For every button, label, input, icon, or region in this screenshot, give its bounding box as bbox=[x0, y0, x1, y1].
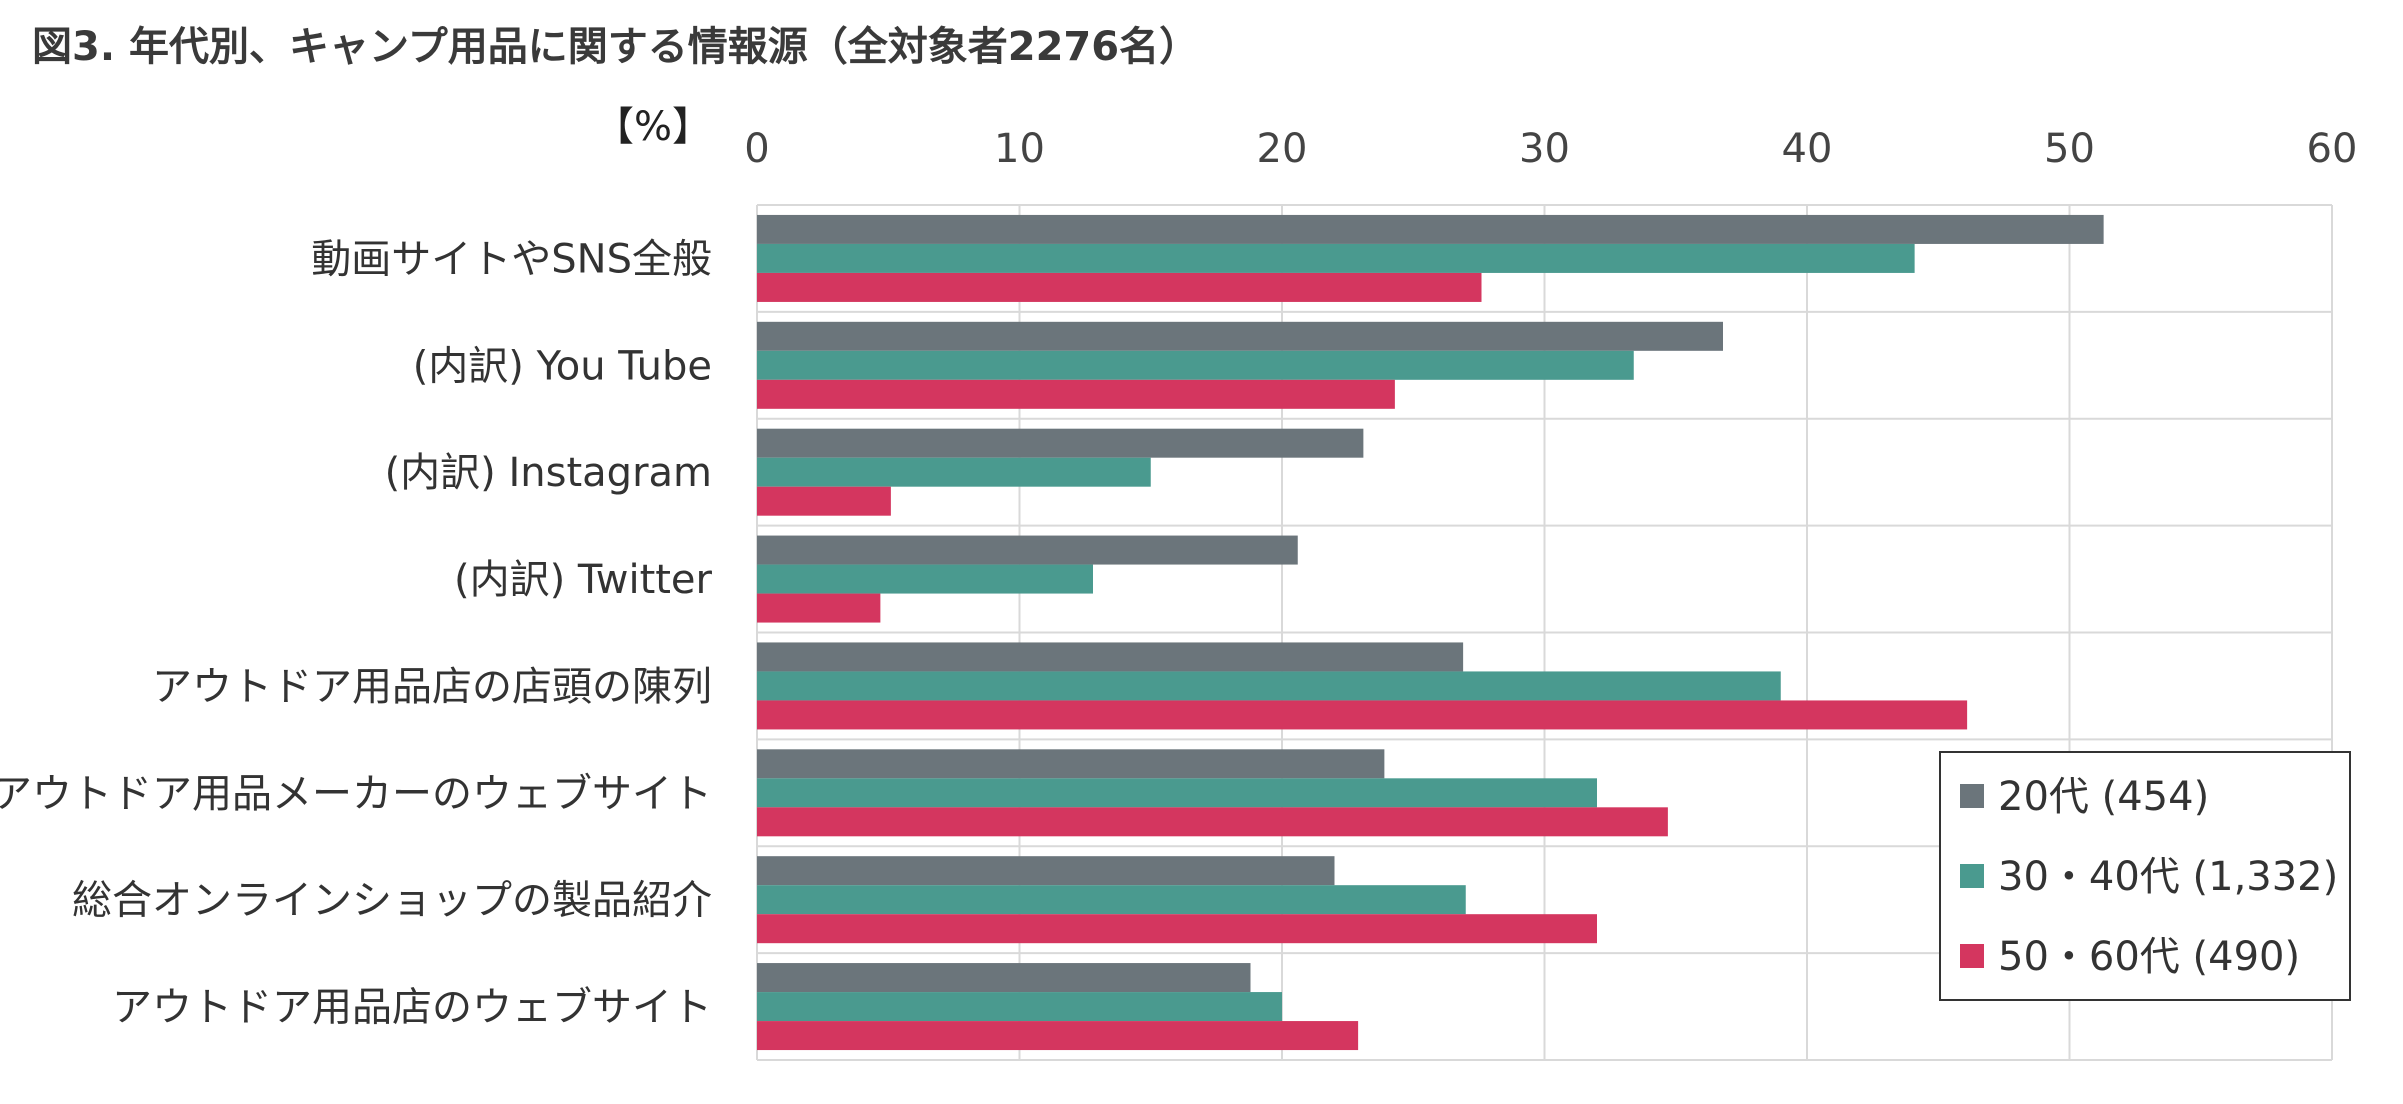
bar bbox=[757, 457, 1151, 487]
bar bbox=[757, 243, 1915, 273]
category-label: (内訳) Instagram bbox=[385, 450, 712, 496]
bar bbox=[757, 272, 1482, 302]
legend-swatch bbox=[1960, 784, 1984, 808]
bar bbox=[757, 564, 1093, 594]
unit-label: 【%】 bbox=[594, 104, 712, 150]
bar bbox=[757, 535, 1298, 565]
bar bbox=[757, 321, 1723, 351]
bar bbox=[757, 379, 1395, 409]
x-tick-label: 50 bbox=[2044, 126, 2095, 172]
bar bbox=[757, 1021, 1359, 1051]
x-tick-label: 20 bbox=[1257, 126, 1308, 172]
x-tick-label: 10 bbox=[994, 126, 1045, 172]
bar bbox=[757, 749, 1385, 779]
bar bbox=[757, 593, 881, 623]
category-label: アウトドア用品店のウェブサイト bbox=[112, 985, 712, 1031]
bar bbox=[757, 963, 1251, 993]
category-label: 総合オンラインショップの製品紹介 bbox=[72, 878, 712, 924]
legend-label: 30・40代 (1,332) bbox=[1998, 854, 2338, 900]
bar bbox=[757, 992, 1282, 1022]
bar bbox=[757, 214, 2104, 244]
bar bbox=[757, 642, 1464, 672]
bar bbox=[757, 671, 1781, 701]
category-label: アウトドア用品メーカーのウェブサイト bbox=[0, 771, 712, 817]
category-label: アウトドア用品店の店頭の陳列 bbox=[152, 664, 712, 710]
category-label: (内訳) You Tube bbox=[413, 343, 712, 389]
legend-box bbox=[1939, 751, 2351, 1001]
bar bbox=[757, 807, 1668, 837]
legend: 20代 (454) 30・40代 (1,332) 50・60代 (490) bbox=[1939, 751, 2351, 1001]
bar bbox=[757, 778, 1597, 808]
category-labels: 動画サイトやSNS全般 (内訳) You Tube (内訳) Instagram (内… bbox=[0, 236, 713, 1030]
legend-label: 20代 (454) bbox=[1998, 774, 2209, 820]
bar bbox=[757, 428, 1364, 458]
legend-label: 50・60代 (490) bbox=[1998, 934, 2300, 980]
bar bbox=[757, 350, 1634, 380]
bars-layer bbox=[757, 214, 2104, 1051]
axis-layer: 0 10 20 30 40 50 60 【%】 bbox=[594, 104, 2357, 172]
legend-swatch bbox=[1960, 944, 1984, 968]
bar bbox=[757, 885, 1466, 915]
bar bbox=[757, 856, 1335, 886]
chart-title: 図3. 年代別、キャンプ用品に関する情報源（全対象者2276名） bbox=[32, 24, 1200, 70]
bar bbox=[757, 486, 891, 516]
x-tick-label: 60 bbox=[2307, 126, 2358, 172]
category-label: (内訳) Twitter bbox=[454, 557, 713, 603]
x-tick-label: 40 bbox=[1782, 126, 1833, 172]
category-label: 動画サイトやSNS全般 bbox=[311, 236, 712, 282]
x-tick-label: 0 bbox=[744, 126, 769, 172]
legend-swatch bbox=[1960, 864, 1984, 888]
x-tick-label: 30 bbox=[1519, 126, 1570, 172]
bar bbox=[757, 914, 1597, 944]
bar bbox=[757, 700, 1968, 730]
